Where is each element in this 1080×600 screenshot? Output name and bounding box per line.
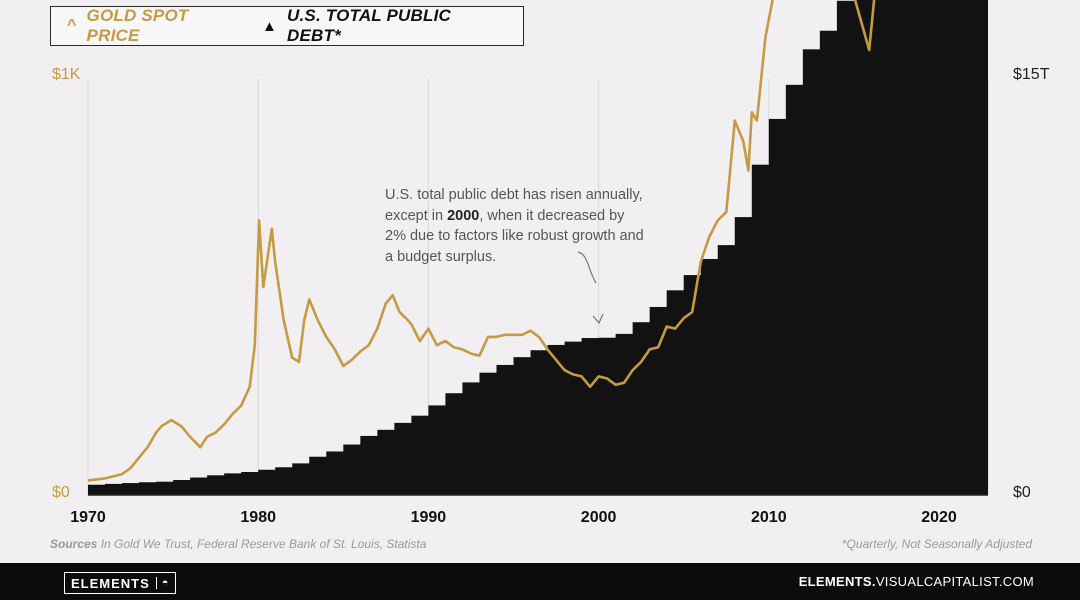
- debt-bar-2016: [870, 0, 889, 495]
- x-tick-2000: 2000: [580, 509, 617, 526]
- elements-logo[interactable]: ELEMENTS ◓: [64, 572, 177, 594]
- footnote: *Quarterly, Not Seasonally Adjusted: [841, 537, 1032, 551]
- x-tick-2020: 2020: [921, 509, 957, 526]
- debt-bar-2023: [990, 0, 1008, 495]
- x-tick-2010: 2010: [751, 509, 787, 526]
- debt-bar-1995: [513, 357, 532, 495]
- debt-bar-2005: [683, 275, 702, 495]
- debt-bar-2017: [887, 0, 906, 496]
- legend-debt-label: U.S. TOTAL PUBLIC DEBT*: [287, 6, 451, 45]
- debt-bar-1979: [241, 471, 259, 495]
- url-rest-part: VISUALCAPITALIST.COM: [875, 574, 1034, 589]
- debt-bar-2006: [700, 258, 719, 495]
- debt-bar-2015: [853, 0, 872, 495]
- legend-item-gold: ^ GOLD SPOT PRICE: [67, 6, 240, 46]
- caret-up-icon: ^: [67, 17, 77, 34]
- debt-bar-2021: [956, 0, 974, 495]
- debt-bar-1977: [207, 475, 225, 495]
- debt-bar-2004: [666, 290, 685, 495]
- debt-bar-1978: [224, 473, 242, 495]
- legend-gold-label: GOLD SPOT PRICE: [86, 6, 189, 45]
- debt-bar-2014: [836, 0, 855, 496]
- gold-price-line: [88, 0, 876, 482]
- debt-bar-2008: [734, 217, 753, 495]
- debt-bar-1998: [564, 341, 583, 495]
- debt-bar-2022: [973, 0, 988, 495]
- debt-bar-2010: [768, 118, 787, 495]
- annotation-text-after: , when it decreased by 2% due to factors…: [385, 207, 644, 265]
- brand-label: ELEMENTS: [71, 575, 150, 591]
- x-tick-1970: 1970: [70, 509, 106, 526]
- debt-bar-1980: [258, 469, 276, 495]
- footer-bar: ELEMENTS ◓ ELEMENTS.VISUALCAPITALIST.COM: [0, 563, 1080, 600]
- annotation-arrow: [577, 251, 597, 284]
- legend-item-debt: ▲ U.S. TOTAL PUBLIC DEBT*: [262, 6, 501, 46]
- debt-bar-2019: [921, 0, 940, 495]
- left-axis-top-label: $1K: [52, 66, 81, 83]
- debt-bar-1990: [428, 405, 447, 495]
- debt-bar-1970: [88, 484, 106, 495]
- debt-bar-1975: [173, 480, 191, 495]
- debt-annotation: U.S. total public debt has risen annuall…: [385, 185, 645, 267]
- debt-bar-1988: [394, 422, 412, 495]
- debt-bar-2020: [939, 0, 957, 495]
- right-axis-bottom-label: $0: [1013, 484, 1031, 501]
- right-axis-top-label: $15T: [1013, 66, 1050, 83]
- debt-bar-1974: [156, 481, 174, 495]
- debt-bar-1993: [479, 372, 498, 495]
- site-url-link[interactable]: ELEMENTS.VISUALCAPITALIST.COM: [799, 574, 1034, 589]
- sources-text: In Gold We Trust, Federal Reserve Bank o…: [97, 537, 427, 551]
- debt-bar-2007: [717, 245, 736, 495]
- debt-bar-2013: [819, 30, 838, 496]
- annotation-text-before: U.S. total public debt has risen annuall…: [385, 187, 643, 224]
- debt-bar-1983: [309, 456, 327, 495]
- debt-bar-1999: [581, 338, 600, 495]
- sources-note: Sources In Gold We Trust, Federal Reserv…: [50, 537, 426, 551]
- debt-bar-2009: [751, 164, 770, 496]
- debt-bar-1992: [462, 382, 481, 495]
- debt-bar-1991: [445, 393, 464, 495]
- debt-bar-1976: [190, 477, 208, 495]
- debt-bar-1987: [377, 429, 395, 495]
- debt-bar-2018: [904, 0, 923, 496]
- x-tick-1980: 1980: [240, 509, 276, 526]
- left-axis-bottom-label: $0: [52, 484, 70, 501]
- debt-bar-2011: [785, 84, 804, 495]
- url-bold-part: ELEMENTS.: [798, 574, 876, 589]
- x-tick-1990: 1990: [410, 509, 447, 526]
- triangle-up-icon: ▲: [261, 17, 278, 35]
- debt-bar-1985: [343, 444, 361, 495]
- debt-bar-1982: [292, 463, 310, 495]
- chart-legend: ^ GOLD SPOT PRICE ▲ U.S. TOTAL PUBLIC DE…: [50, 6, 524, 46]
- debt-bar-1981: [275, 467, 293, 495]
- debt-bar-2012: [802, 49, 821, 496]
- debt-bar-2003: [649, 306, 668, 495]
- debt-bar-1972: [122, 483, 140, 495]
- debt-bar-1989: [411, 415, 429, 495]
- debt-bar-1997: [547, 344, 566, 495]
- debt-bar-1994: [496, 364, 515, 495]
- debt-bar-1973: [139, 482, 157, 495]
- gold-line-series: [88, 0, 876, 482]
- car-icon: ◓: [155, 577, 170, 589]
- debt-bar-1971: [105, 483, 123, 495]
- debt-bar-1986: [360, 435, 378, 495]
- annotation-arrowhead: [592, 313, 604, 325]
- debt-area-series: [88, 0, 1008, 496]
- annotation-highlight: 2000: [447, 207, 480, 224]
- debt-bar-1984: [326, 451, 344, 495]
- debt-bar-1996: [530, 350, 549, 495]
- sources-label: Sources: [50, 537, 98, 551]
